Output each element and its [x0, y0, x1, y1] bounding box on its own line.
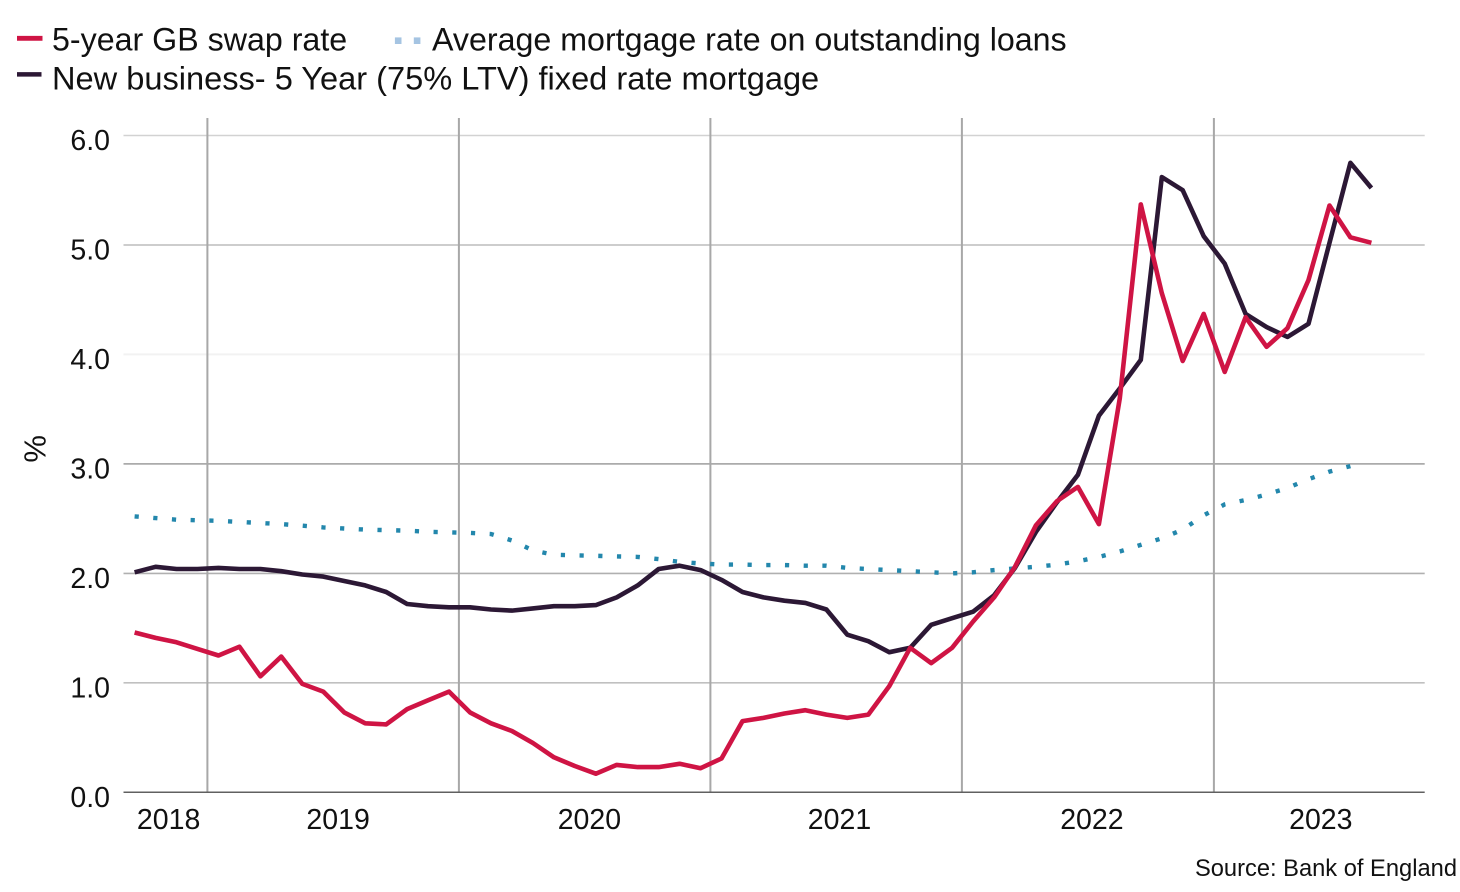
svg-text:4.0: 4.0 — [70, 344, 110, 376]
svg-text:1.0: 1.0 — [70, 672, 110, 704]
svg-text:5.0: 5.0 — [70, 235, 110, 267]
svg-text:2022: 2022 — [1060, 804, 1123, 836]
svg-text:Source: Bank of England: Source: Bank of England — [1195, 856, 1457, 882]
svg-text:%: % — [17, 435, 52, 463]
svg-text:2021: 2021 — [808, 804, 871, 836]
svg-text:Average mortgage rate on outst: Average mortgage rate on outstanding loa… — [432, 22, 1067, 58]
svg-text:0.0: 0.0 — [70, 782, 110, 814]
svg-text:3.0: 3.0 — [70, 453, 110, 485]
svg-text:6.0: 6.0 — [70, 125, 110, 157]
svg-text:2.0: 2.0 — [70, 563, 110, 595]
svg-text:2018: 2018 — [137, 804, 200, 836]
svg-text:2019: 2019 — [306, 804, 369, 836]
svg-text:2023: 2023 — [1289, 804, 1352, 836]
svg-text:2020: 2020 — [558, 804, 621, 836]
svg-text:5-year GB swap rate: 5-year GB swap rate — [52, 22, 347, 58]
svg-text:New business- 5 Year (75% LTV): New business- 5 Year (75% LTV) fixed rat… — [52, 60, 819, 97]
